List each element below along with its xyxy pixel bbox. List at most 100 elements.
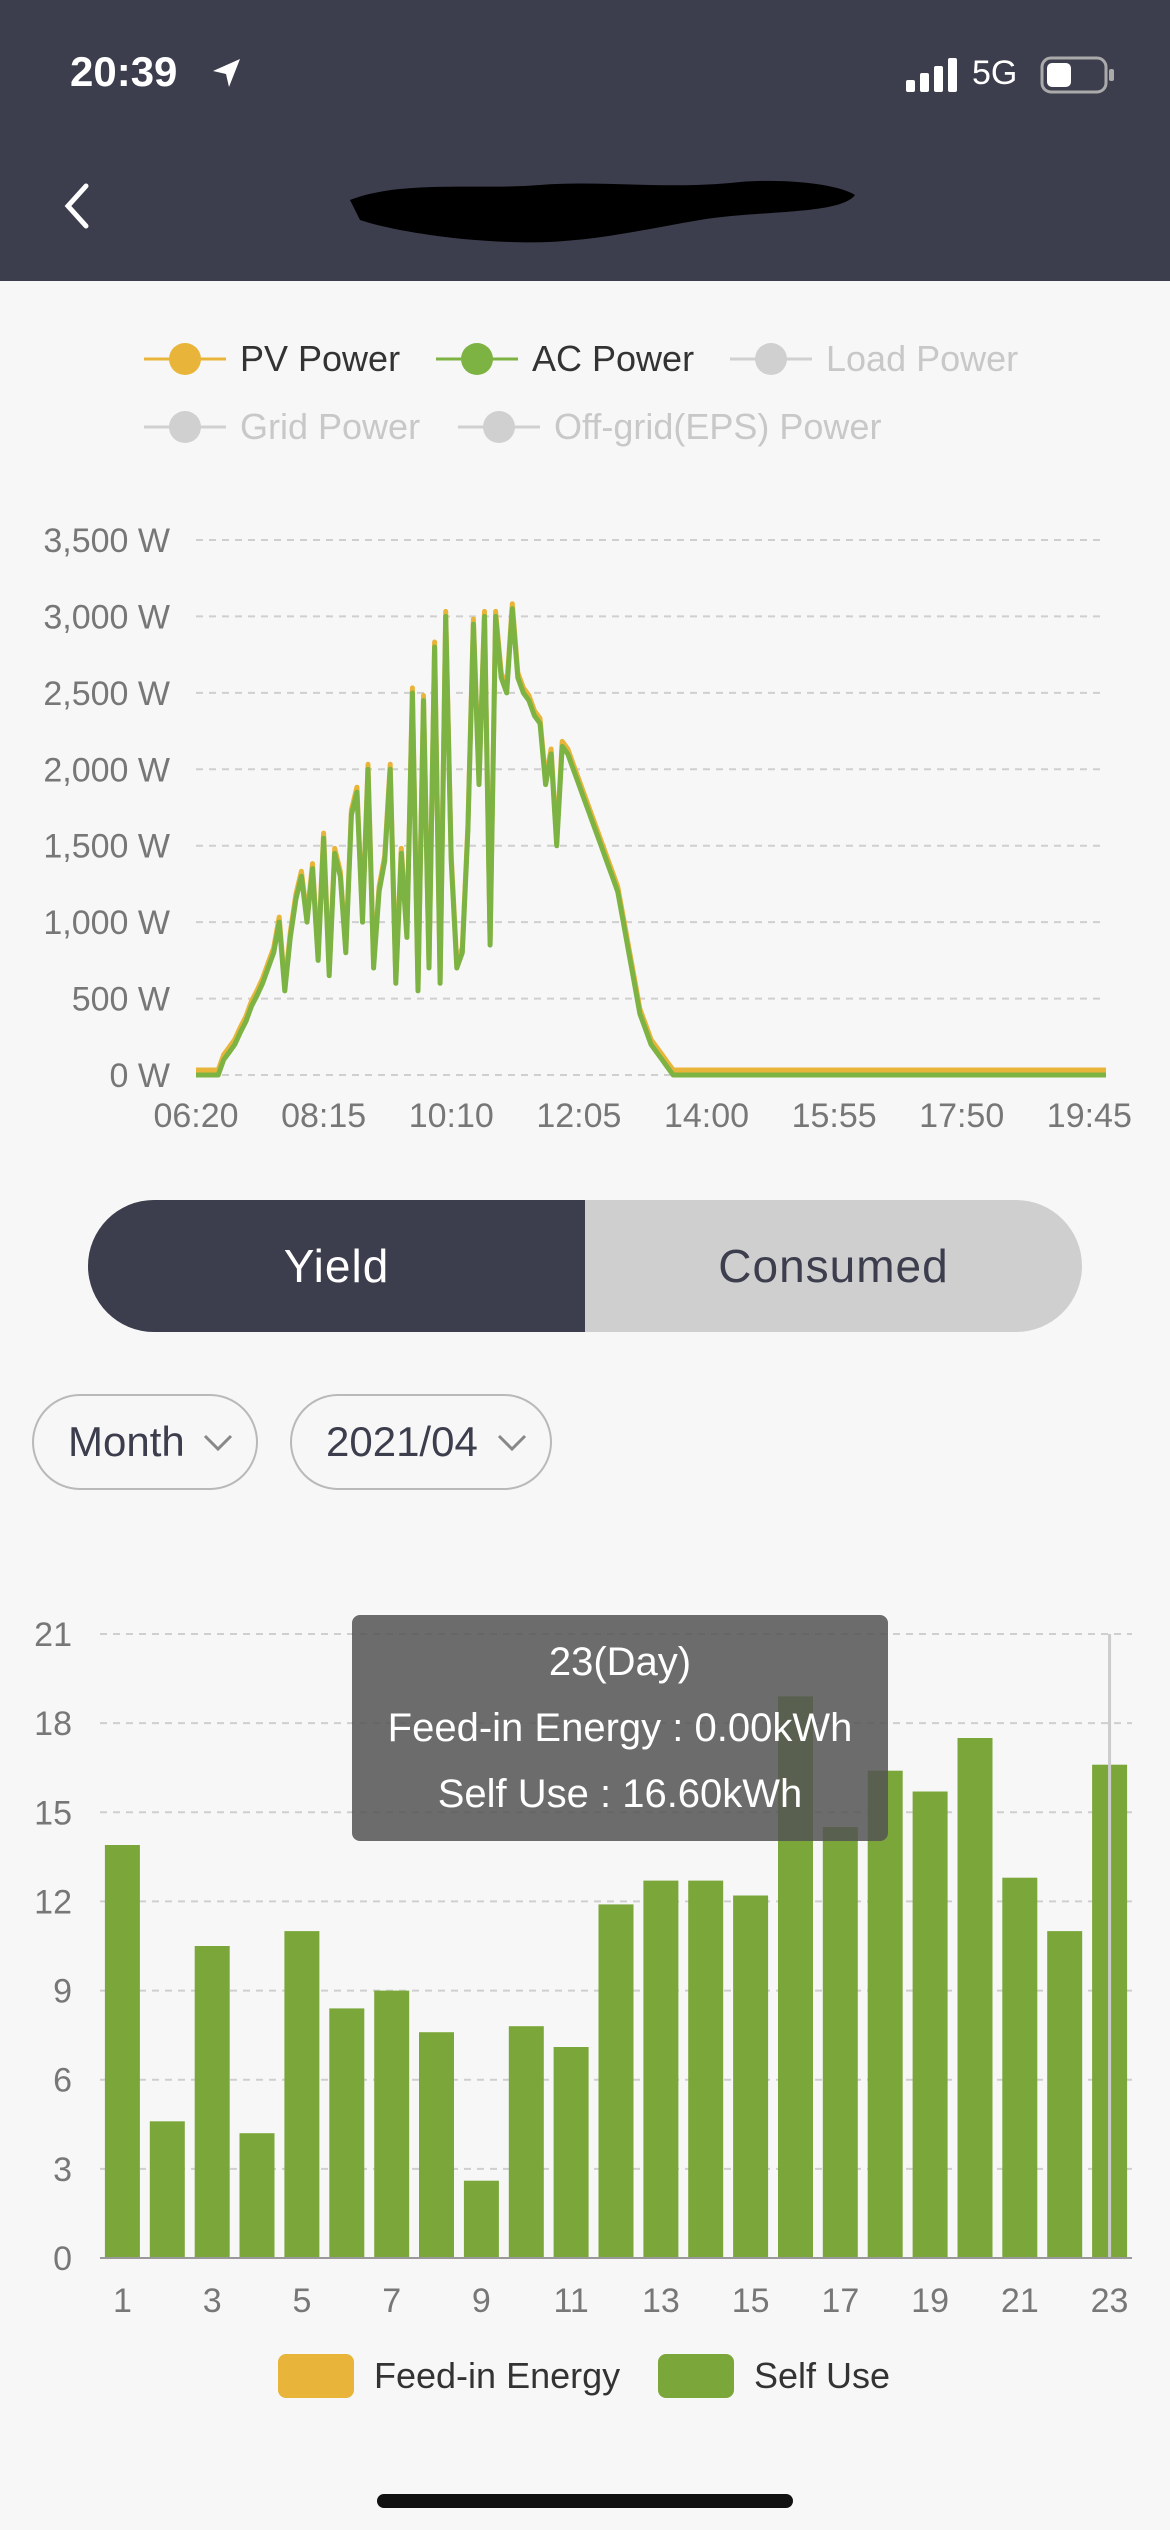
y-tick-label: 3: [53, 2151, 72, 2189]
y-tick-label: 18: [34, 1705, 72, 1743]
x-tick-label: 15:55: [792, 1097, 877, 1135]
self-use-bar: [912, 1791, 948, 2258]
x-tick-label: 23: [1091, 2282, 1129, 2320]
y-tick-label: 500 W: [72, 981, 170, 1019]
x-tick-label: 17:50: [919, 1097, 1004, 1135]
home-indicator: [377, 2494, 793, 2508]
self-use-swatch: [658, 2354, 734, 2398]
x-tick-label: 19: [911, 2282, 949, 2320]
legend-label: Self Use: [754, 2355, 891, 2396]
back-chevron-icon[interactable]: [52, 176, 102, 236]
x-tick-label: 5: [292, 2282, 311, 2320]
x-tick-label: 11: [553, 2282, 588, 2320]
yield-tab[interactable]: Yield: [88, 1200, 585, 1332]
self-use-bar: [643, 1880, 679, 2258]
legend-label: Feed-in Energy: [374, 2355, 621, 2396]
y-tick-label: 2,500 W: [43, 675, 170, 713]
tooltip-self-use: Self Use : 16.60kWh: [437, 1772, 803, 1816]
legend-label: Grid Power: [240, 406, 421, 447]
date-dropdown[interactable]: 2021/04: [290, 1394, 552, 1490]
legend-dot-icon: [730, 343, 812, 375]
x-tick-label: 17: [821, 2282, 859, 2320]
legend-feed-in[interactable]: Feed-in Energy: [278, 2354, 620, 2398]
x-tick-label: 9: [472, 2282, 491, 2320]
self-use-bar: [1047, 1931, 1083, 2258]
signal-icon: [906, 58, 957, 92]
y-tick-label: 12: [34, 1883, 72, 1921]
legend-label: Off-grid(EPS) Power: [554, 406, 882, 447]
y-tick-label: 15: [34, 1794, 72, 1832]
network-label: 5G: [972, 54, 1018, 92]
legend-self-use[interactable]: Self Use: [658, 2354, 890, 2398]
period-value: Month: [68, 1418, 185, 1465]
y-tick-label: 3,500 W: [43, 522, 170, 560]
legend-label: AC Power: [532, 338, 695, 379]
date-value: 2021/04: [326, 1418, 478, 1465]
self-use-bar: [598, 1904, 634, 2258]
y-tick-label: 1,500 W: [43, 828, 170, 866]
self-use-bar: [374, 1990, 410, 2258]
legend-dot-icon: [144, 411, 226, 443]
x-tick-label: 21: [1001, 2282, 1039, 2320]
y-tick-label: 2,000 W: [43, 751, 170, 789]
top-bar: 20:39 5G: [0, 0, 1170, 281]
status-time: 20:39: [70, 48, 178, 95]
self-use-bar: [284, 1931, 320, 2258]
period-dropdown[interactable]: Month: [32, 1394, 258, 1490]
self-use-bar: [688, 1880, 724, 2258]
legend-dot-icon: [144, 343, 226, 375]
x-tick-label: 10:10: [409, 1097, 494, 1135]
legend-ac-power[interactable]: AC Power: [436, 338, 694, 380]
legend-dot-icon: [458, 411, 540, 443]
battery-icon: [1040, 56, 1114, 94]
location-arrow-icon: [213, 59, 240, 87]
x-tick-label: 7: [382, 2282, 401, 2320]
self-use-bar: [957, 1738, 993, 2258]
y-tick-label: 9: [53, 1973, 72, 2011]
x-tick-label: 3: [203, 2282, 222, 2320]
legend-offgrid-power[interactable]: Off-grid(EPS) Power: [458, 406, 881, 448]
legend-dot-icon: [436, 343, 518, 375]
x-tick-label: 14:00: [664, 1097, 749, 1135]
x-tick-label: 15: [732, 2282, 770, 2320]
self-use-bar: [508, 2026, 544, 2258]
legend-label: Load Power: [826, 338, 1019, 379]
self-use-bar: [867, 1770, 903, 2258]
self-use-bar: [329, 2008, 365, 2258]
legend-grid-power[interactable]: Grid Power: [144, 406, 420, 448]
x-tick-label: 13: [642, 2282, 680, 2320]
chart-tooltip: 23(Day) Feed-in Energy : 0.00kWh Self Us…: [352, 1615, 888, 1841]
self-use-bar: [1002, 1877, 1038, 2258]
self-use-bar: [419, 2032, 454, 2258]
y-tick-label: 21: [34, 1616, 72, 1654]
legend-load-power[interactable]: Load Power: [730, 338, 1018, 380]
self-use-bar: [194, 1946, 230, 2258]
self-use-bar: [553, 2047, 589, 2258]
legend-label: PV Power: [240, 338, 401, 379]
self-use-bar: [822, 1827, 858, 2258]
redacted-title: [350, 180, 855, 243]
y-tick-label: 0: [53, 2240, 72, 2278]
consumed-tab[interactable]: Consumed: [718, 1240, 949, 1292]
y-tick-label: 6: [53, 2062, 72, 2100]
feed-in-swatch: [278, 2354, 354, 2398]
pv-power-line: [196, 601, 1106, 1073]
chevron-down-icon: [497, 1434, 527, 1452]
y-tick-label: 3,000 W: [43, 598, 170, 636]
self-use-bar: [239, 2133, 275, 2258]
tooltip-title: 23(Day): [548, 1640, 692, 1684]
x-tick-label: 19:45: [1047, 1097, 1132, 1135]
self-use-bar: [149, 2121, 185, 2258]
y-tick-label: 0 W: [110, 1057, 170, 1095]
ac-power-line: [196, 606, 1106, 1078]
x-tick-label: 12:05: [536, 1097, 621, 1135]
power-line-chart: 0 W 500 W 1,000 W 1,500 W 2,000 W 2,500 W 3,00…: [43, 522, 1132, 1135]
self-use-bar: [733, 1895, 769, 2258]
legend-pv-power[interactable]: PV Power: [144, 338, 400, 380]
y-tick-label: 1,000 W: [43, 904, 170, 942]
chevron-down-icon: [203, 1434, 233, 1452]
tooltip-feed-in: Feed-in Energy : 0.00kWh: [387, 1706, 853, 1750]
self-use-bar: [463, 2180, 499, 2258]
yield-consumed-toggle: Yield Consumed: [88, 1200, 1082, 1332]
